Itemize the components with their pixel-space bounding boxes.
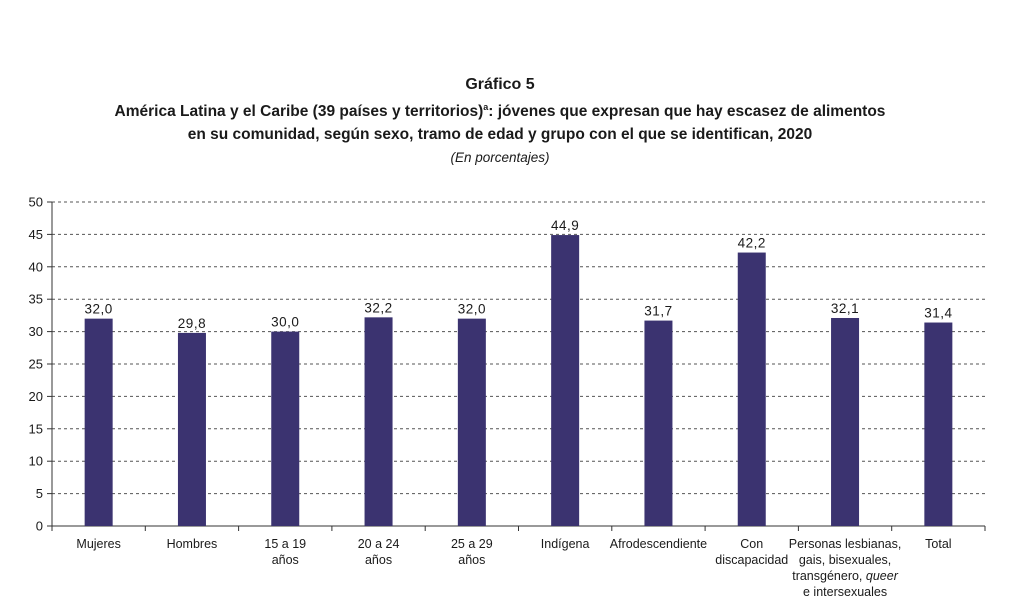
chart-title-part1: América Latina y el Caribe (39 países y … [114, 103, 484, 121]
x-category-label: Indígena [505, 536, 625, 552]
y-tick-label: 50 [29, 195, 43, 210]
chart-title-line2: en su comunidad, según sexo, tramo de ed… [187, 126, 813, 144]
x-category-label: 20 a 24 años [319, 536, 439, 568]
y-tick-label: 35 [29, 292, 43, 307]
x-category-label-line: transgénero, queer [792, 569, 898, 583]
y-tick-label: 0 [36, 519, 43, 534]
x-category-label-line: gais, bisexuales, [798, 553, 892, 567]
x-category-label-line: e intersexuales [803, 585, 888, 599]
chart-title-part2: : jóvenes que expresan que hay escasez d… [488, 103, 886, 121]
x-category-label-line: Afrodescendiente [609, 537, 708, 551]
x-category-label: Con discapacidad [692, 536, 812, 568]
x-category-label: Afrodescendiente [598, 536, 718, 552]
chart-title-line1: América Latina y el Caribe (39 países y … [0, 97, 1000, 122]
x-category-label: Mujeres [39, 536, 159, 552]
x-category-label-line: Hombres [166, 537, 218, 551]
x-category-label: 15 a 19 años [225, 536, 345, 568]
data-label: 32,2 [364, 300, 392, 315]
x-category-label-line: 15 a 19 [264, 537, 307, 551]
chart-titles: Gráfico 5 América Latina y el Caribe (39… [0, 74, 1000, 167]
bar [364, 317, 393, 526]
x-category-label-line: Indígena [540, 537, 590, 551]
chart-title-footnote-mark: a [483, 102, 489, 112]
y-tick-label: 40 [29, 259, 43, 274]
bar [924, 322, 953, 526]
data-label: 32,1 [831, 301, 859, 316]
bar [831, 317, 860, 526]
data-label: 30,0 [271, 315, 299, 330]
x-category-label-line: Con [740, 537, 764, 551]
data-label: 44,9 [551, 218, 579, 233]
y-tick-label: 15 [29, 421, 43, 436]
y-tick-label: 25 [29, 357, 43, 372]
bar [457, 318, 486, 526]
x-category-label-line: Personas lesbianas, [788, 537, 902, 551]
x-category-label: Hombres [132, 536, 252, 552]
x-category-label: 25 a 29 años [412, 536, 532, 568]
bar [177, 332, 206, 526]
x-category-label-emphasis: queer [865, 569, 898, 583]
bar [84, 318, 113, 526]
y-tick-label: 30 [29, 324, 43, 339]
bar [737, 252, 766, 526]
bar [271, 331, 300, 526]
x-category-label-line: Total [925, 537, 952, 551]
x-category-label-line: años [271, 553, 299, 567]
y-tick-label: 20 [29, 389, 43, 404]
data-label: 42,2 [738, 236, 766, 251]
chart-subtitle: (En porcentajes) [450, 150, 550, 166]
y-tick-label: 45 [29, 227, 43, 242]
y-tick-label: 5 [36, 486, 43, 501]
x-category-label-line: 25 a 29 [450, 537, 493, 551]
bar [551, 235, 580, 526]
x-category-label-line: discapacidad [715, 553, 789, 567]
chart-number-label: Gráfico 5 [465, 76, 535, 93]
x-category-label-line: años [458, 553, 486, 567]
data-label: 32,0 [85, 302, 113, 317]
data-label: 29,8 [178, 316, 206, 331]
data-label: 31,7 [644, 304, 672, 319]
x-category-label-line: 20 a 24 [357, 537, 400, 551]
data-label: 31,4 [924, 306, 952, 321]
x-category-label-line: Mujeres [76, 537, 121, 551]
x-category-label: Personas lesbianas, gais, bisexuales, tran… [785, 536, 905, 600]
y-tick-label: 10 [29, 454, 43, 469]
data-label: 32,0 [458, 302, 486, 317]
x-category-label: Total [878, 536, 998, 552]
bar [644, 320, 673, 526]
x-category-label-line: años [364, 553, 393, 567]
